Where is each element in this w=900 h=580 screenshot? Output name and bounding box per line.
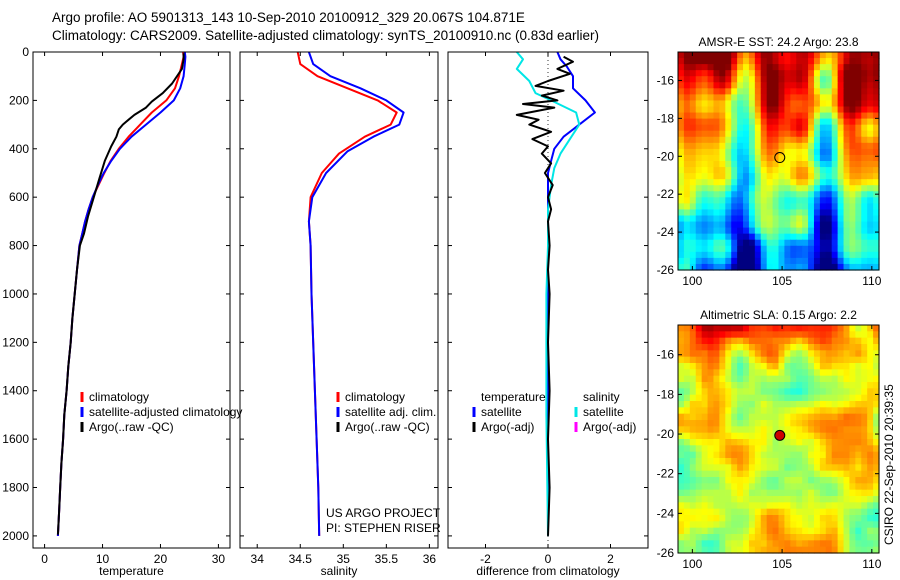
- legend-temperature-profile-1-label: satellite-adjusted climatology: [89, 405, 242, 419]
- x-tick-label: 20: [154, 552, 168, 566]
- map-y-tick-label: -20: [657, 149, 675, 163]
- legend-difference-1-label: satellite: [481, 405, 522, 419]
- legend-temperature-profile-0-label: climatology: [89, 390, 149, 404]
- difference-profile-series-temperature-argo-adj-: [515, 55, 574, 536]
- sla-map-title: Altimetric SLA: 0.15 Argo: 2.2: [700, 308, 857, 322]
- temperature-profile-xlabel: temperature: [99, 564, 164, 578]
- difference-profile-series-temperature-satellite: [547, 52, 596, 536]
- map-y-tick-label: -18: [657, 111, 675, 125]
- legend-temperature-profile-2-label: Argo(..raw -QC): [89, 420, 174, 434]
- y-tick-label: 1400: [2, 384, 29, 398]
- sla-map-frame: [677, 324, 880, 554]
- legend-difference-5-label: Argo(-adj): [583, 420, 636, 434]
- legend-salinity-profile-2-label: Argo(..raw -QC): [345, 420, 430, 434]
- map-y-tick-label: -16: [657, 348, 675, 362]
- x-tick-label: 0: [41, 552, 48, 566]
- y-tick-label: 1800: [2, 481, 29, 495]
- legend-salinity-profile-1-label: satellite adj. clim.: [345, 405, 436, 419]
- x-tick-label: 34: [251, 552, 265, 566]
- temperature-profile-plot: [32, 51, 231, 549]
- map-x-tick-label: 110: [862, 557, 881, 571]
- map-y-tick-label: -18: [657, 387, 675, 401]
- map-x-tick-label: 100: [682, 557, 702, 571]
- y-tick-label: 1000: [2, 287, 29, 301]
- legend-salinity-profile-0-label: climatology: [345, 390, 405, 404]
- x-tick-label: 36: [423, 552, 437, 566]
- map-y-tick-label: -22: [657, 187, 675, 201]
- legend-difference-4-label: satellite: [583, 405, 624, 419]
- map-x-tick-label: 100: [682, 274, 702, 288]
- salinity-profile-xlabel: salinity: [321, 564, 358, 578]
- map-y-tick-label: -16: [657, 73, 675, 87]
- map-y-tick-label: -26: [657, 263, 675, 277]
- sst-map-title: AMSR-E SST: 24.2 Argo: 23.8: [698, 35, 858, 49]
- y-tick-label: 0: [22, 45, 29, 59]
- map-y-tick-label: -20: [657, 427, 675, 441]
- x-tick-label: 2: [607, 552, 614, 566]
- difference-profile-series-salinity-satellite: [515, 52, 581, 536]
- x-tick-label: 0: [545, 552, 552, 566]
- x-tick-label: -2: [480, 552, 491, 566]
- creation-timestamp: CSIRO 22-Sep-2010 20:39:35: [882, 384, 896, 545]
- salinity-profile-series-climatology: [296, 52, 398, 536]
- x-tick-label: 30: [212, 552, 226, 566]
- salinity-profile-plot: [239, 51, 439, 549]
- y-tick-label: 1200: [2, 335, 29, 349]
- plot-title-line-1: Argo profile: AO 5901313_143 10-Sep-2010…: [52, 10, 525, 25]
- temperature-profile-series-climatology: [56, 52, 185, 536]
- map-y-tick-label: -24: [657, 506, 675, 520]
- argo-float-marker: [774, 152, 786, 164]
- y-tick-label: 200: [9, 93, 29, 107]
- legend-difference-2-label: Argo(-adj): [481, 420, 534, 434]
- y-tick-label: 1600: [2, 432, 29, 446]
- legend-difference-heading: salinity: [583, 390, 620, 404]
- salinity-profile-frame: [239, 51, 439, 549]
- difference-profile-plot: [447, 51, 649, 549]
- y-tick-label: 600: [9, 190, 29, 204]
- argo-project-annotation: PI: STEPHEN RISER: [326, 521, 441, 535]
- map-y-tick-label: -24: [657, 225, 675, 239]
- x-tick-label: 35: [337, 552, 351, 566]
- y-tick-label: 2000: [2, 529, 29, 543]
- argo-project-annotation: US ARGO PROJECT: [326, 506, 441, 520]
- y-tick-label: 800: [9, 239, 29, 253]
- map-x-tick-label: 105: [772, 274, 792, 288]
- salinity-profile-series-satellite-adjusted-climatology: [307, 52, 405, 536]
- sst-map: [677, 51, 880, 271]
- sla-map: [677, 324, 880, 554]
- map-x-tick-label: 105: [772, 557, 792, 571]
- map-x-tick-label: 110: [862, 274, 881, 288]
- x-tick-label: 10: [96, 552, 110, 566]
- plot-title-line-2: Climatology: CARS2009. Satellite-adjuste…: [52, 28, 600, 43]
- x-tick-label: 35.5: [375, 552, 399, 566]
- legend-difference-heading: temperature: [481, 390, 546, 404]
- x-tick-label: 34.5: [289, 552, 313, 566]
- argo-float-marker: [774, 429, 786, 441]
- map-y-tick-label: -22: [657, 467, 675, 481]
- map-y-tick-label: -26: [657, 546, 675, 560]
- y-tick-label: 400: [9, 142, 29, 156]
- sst-map-frame: [677, 51, 880, 271]
- temperature-profile-series-argo-raw-qc-: [56, 53, 185, 535]
- temperature-profile-frame: [32, 51, 231, 549]
- difference-profile-xlabel: difference from climatology: [476, 564, 619, 578]
